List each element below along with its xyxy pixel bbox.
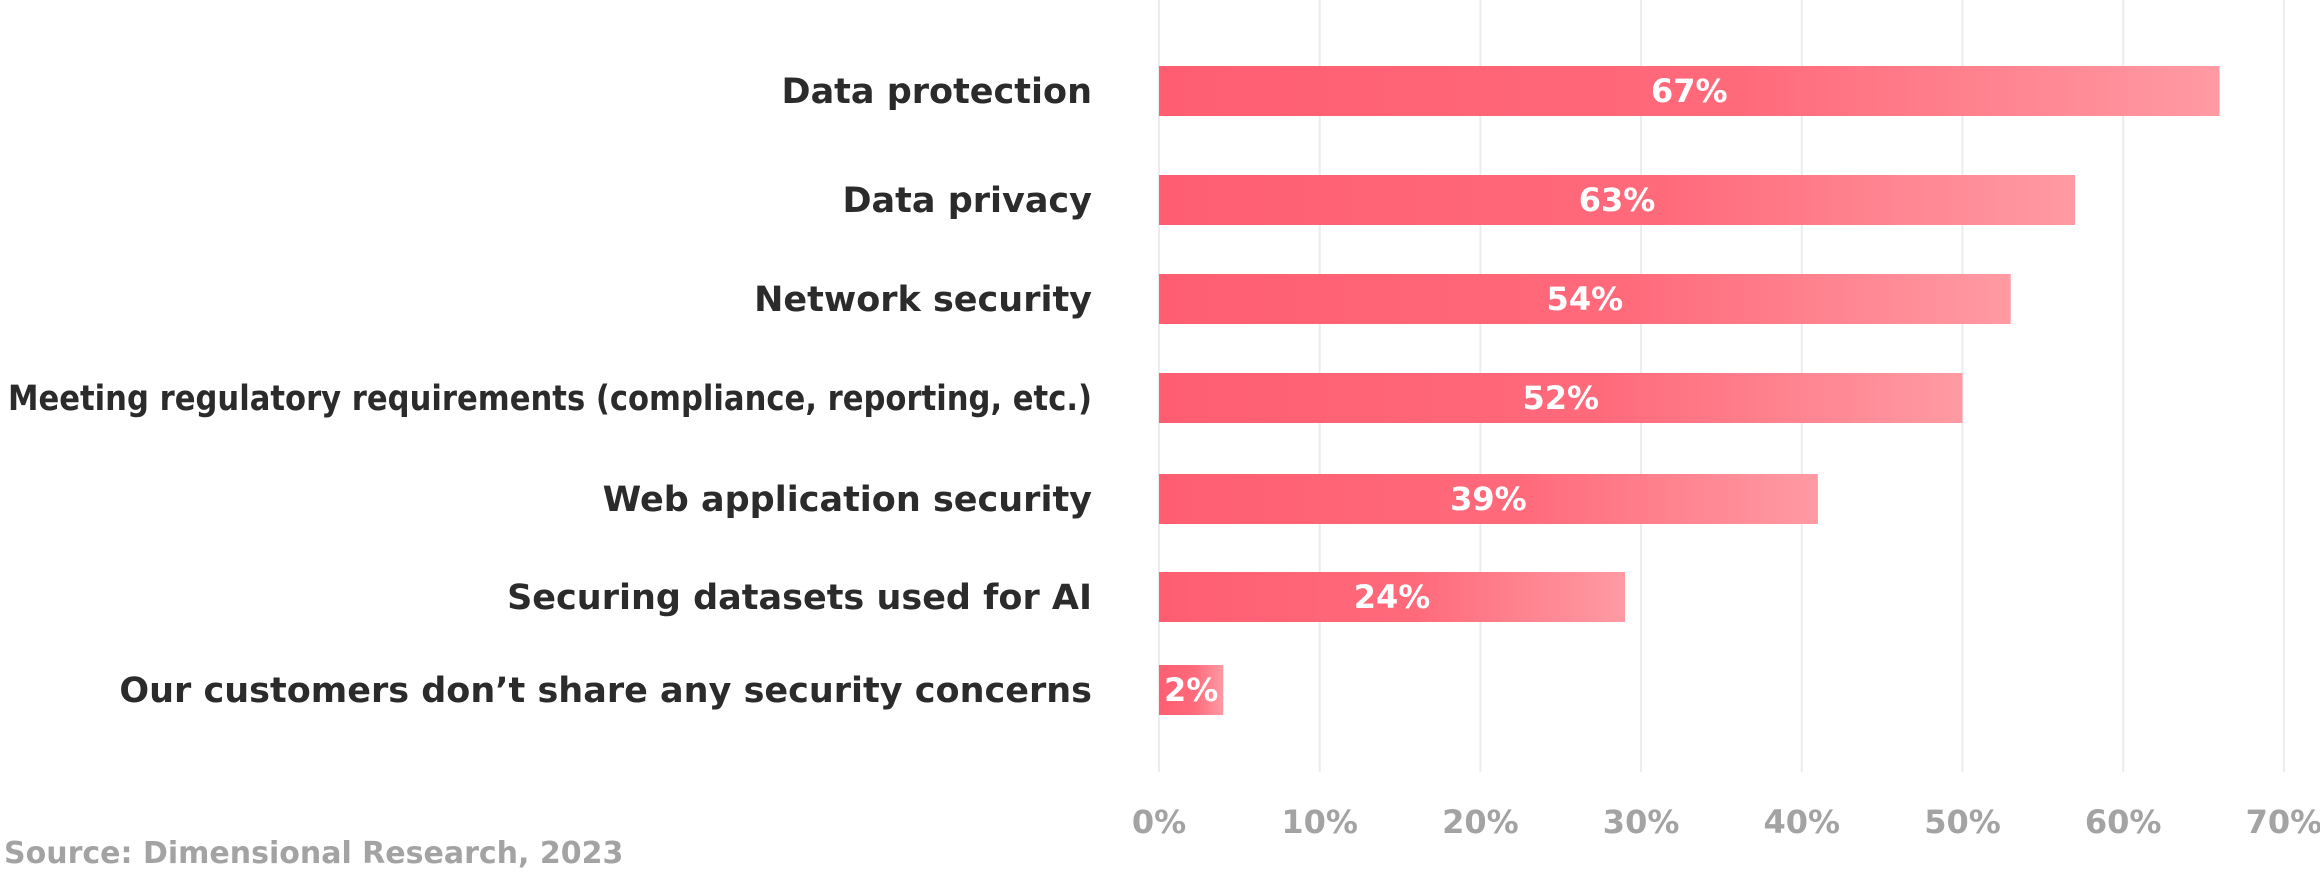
category-label: Securing datasets used for AI bbox=[507, 578, 1092, 618]
bar bbox=[1159, 474, 1818, 524]
bar-value-label: 67% bbox=[1651, 72, 1728, 110]
x-tick-label: 30% bbox=[1603, 803, 1680, 841]
x-tick-label: 40% bbox=[1764, 803, 1841, 841]
bar-group: 67% bbox=[1159, 66, 2220, 116]
x-tick-label: 50% bbox=[1924, 803, 2001, 841]
bar-value-label: 24% bbox=[1354, 578, 1431, 616]
x-tick-label: 60% bbox=[2085, 803, 2162, 841]
category-label: Data protection bbox=[782, 72, 1092, 112]
category-label: Our customers don’t share any security c… bbox=[119, 671, 1092, 711]
bar-value-label: 39% bbox=[1450, 480, 1527, 518]
x-axis-ticks: 0% 10% 20% 30% 40% 50% 60% 70% bbox=[1132, 803, 2320, 841]
category-label: Meeting regulatory requirements (complia… bbox=[8, 379, 1092, 419]
bar-value-label: 54% bbox=[1547, 280, 1624, 318]
bar-value-label: 52% bbox=[1522, 379, 1599, 417]
category-label: Web application security bbox=[603, 480, 1093, 520]
bars: 67% 63% 54% 52% 39% 24% 2% bbox=[1159, 66, 2220, 715]
bar-group: 24% bbox=[1159, 572, 1626, 622]
bar-group: 63% bbox=[1159, 175, 2075, 225]
x-tick-label: 70% bbox=[2246, 803, 2320, 841]
bar-value-label: 63% bbox=[1579, 181, 1656, 219]
bar-group: 54% bbox=[1159, 274, 2011, 324]
x-tick-label: 10% bbox=[1281, 803, 1358, 841]
category-label: Data privacy bbox=[842, 181, 1092, 221]
bar-value-label: 2% bbox=[1164, 671, 1218, 709]
bar bbox=[1159, 175, 2075, 225]
category-label: Network security bbox=[754, 280, 1092, 320]
bar-group: 2% bbox=[1159, 665, 1224, 715]
category-labels: Data protection Data privacy Network secur… bbox=[8, 72, 1092, 711]
bar bbox=[1159, 373, 1963, 423]
x-tick-label: 20% bbox=[1442, 803, 1519, 841]
x-tick-label: 0% bbox=[1132, 803, 1186, 841]
bar bbox=[1159, 572, 1626, 622]
bar-group: 52% bbox=[1159, 373, 1963, 423]
bar bbox=[1159, 66, 2220, 116]
bar bbox=[1159, 274, 2011, 324]
bar-group: 39% bbox=[1159, 474, 1818, 524]
source-note: Source: Dimensional Research, 2023 bbox=[4, 836, 624, 871]
bar bbox=[1159, 665, 1224, 715]
